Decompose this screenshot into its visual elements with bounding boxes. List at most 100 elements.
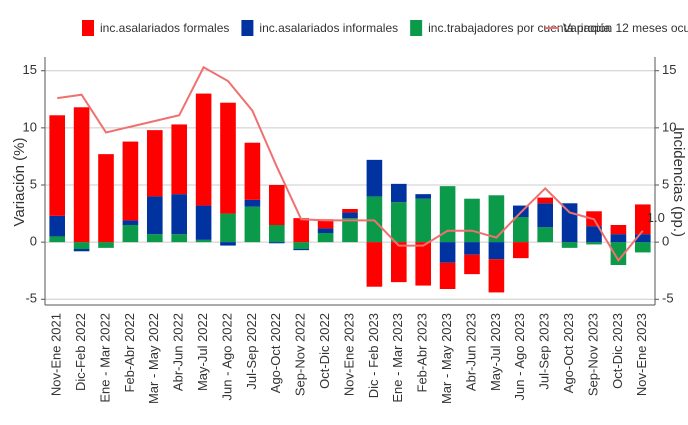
bar [390, 202, 407, 243]
bar [342, 218, 358, 243]
annotation: 1.0 [647, 210, 665, 225]
y2-tick-label: 15 [662, 62, 676, 77]
legend-label: inc.asalariados informales [259, 21, 398, 35]
x-tick-label: May-Jul 2023 [488, 313, 503, 391]
x-tick-label: Feb-Abr 2023 [415, 313, 430, 393]
bar [49, 236, 66, 243]
bar [317, 233, 334, 243]
y-tick-label: 15 [23, 62, 37, 77]
y-tick-label: -5 [25, 291, 37, 306]
bar [122, 225, 139, 243]
x-tick-label: May-Jul 2022 [195, 313, 210, 391]
bar [488, 242, 505, 260]
bar [73, 107, 90, 243]
bar [268, 185, 285, 225]
x-tick-label: Mar - May 2022 [146, 313, 161, 404]
bar [464, 254, 480, 275]
bar [49, 215, 66, 237]
y2-axis-title: Incidencias (pp.) [670, 127, 687, 237]
x-tick-label: Mar - May 2023 [439, 313, 454, 404]
bar [634, 234, 651, 243]
x-tick-label: Sep-Nov 2022 [293, 313, 308, 396]
bar [537, 197, 554, 204]
x-tick-label: Sep-Nov 2023 [585, 313, 600, 396]
bar [415, 194, 432, 199]
bar [293, 242, 310, 249]
bar [244, 142, 261, 200]
bar [488, 195, 505, 243]
bar [244, 206, 261, 243]
legend-swatch [410, 20, 423, 36]
bar [610, 225, 627, 235]
bar [488, 259, 505, 293]
y2-tick-label: 5 [662, 176, 669, 191]
bar [220, 242, 236, 246]
bar [146, 196, 163, 235]
y-axis-title: Variación (%) [11, 138, 28, 227]
x-tick-label: Ene - Mar 2022 [97, 313, 112, 403]
y2-tick-label: 10 [662, 119, 676, 134]
bar [512, 242, 529, 259]
bar [98, 242, 114, 248]
legend-label: Variación 12 meses ocupados [563, 21, 688, 35]
legend-swatch [82, 20, 94, 36]
x-tick-label: Abr-Jun 2022 [171, 313, 186, 391]
y2-tick-label: -5 [662, 291, 674, 306]
x-tick-label: Jun - Ago 2023 [512, 313, 527, 400]
bar [634, 204, 651, 235]
bar [415, 242, 432, 286]
bar [366, 242, 383, 287]
legend-label: inc.trabajadores por cuenta propia [428, 21, 610, 35]
bar [122, 220, 139, 225]
bar [561, 203, 578, 243]
bar [73, 242, 90, 249]
bar [244, 199, 261, 207]
x-tick-label: Abr-Jun 2023 [463, 313, 478, 391]
bar [610, 242, 627, 265]
bar [439, 262, 456, 289]
bar [220, 213, 236, 243]
bar [610, 234, 627, 243]
bar [98, 154, 114, 243]
bar [561, 242, 578, 248]
bar [195, 205, 212, 240]
bar [171, 194, 188, 235]
bar [390, 242, 407, 283]
bar [73, 249, 90, 252]
bar [195, 239, 212, 243]
bar [586, 226, 602, 243]
x-tick-label: Jul-Sep 2023 [537, 313, 552, 390]
bar [268, 242, 285, 244]
legend-swatch [241, 20, 254, 36]
bar [146, 130, 163, 197]
bar [366, 196, 383, 243]
bar [146, 234, 163, 243]
bar [415, 198, 432, 243]
bar [537, 227, 554, 243]
y-tick-label: 5 [30, 176, 37, 191]
x-tick-label: Oct-Dic 2022 [317, 313, 332, 389]
bar [439, 242, 456, 263]
bar [439, 186, 456, 243]
x-tick-label: Ago-Oct 2023 [561, 313, 576, 393]
y2-tick-label: 0 [662, 234, 669, 249]
bar [464, 242, 480, 255]
x-tick-label: Dic-Feb 2022 [73, 313, 88, 391]
bar [195, 93, 212, 206]
legend-label: inc.asalariados formales [100, 21, 229, 35]
bar [268, 225, 285, 243]
bar [512, 217, 529, 243]
x-tick-label: Jul-Sep 2022 [244, 313, 259, 390]
x-tick-label: Feb-Abr 2022 [122, 313, 137, 393]
bar [342, 212, 358, 219]
line [57, 65, 644, 263]
x-tick-label: Jun - Ago 2022 [219, 313, 234, 400]
bar [586, 242, 602, 245]
x-tick-label: Ago-Oct 2022 [268, 313, 283, 393]
x-tick-label: Nov-Ene 2023 [341, 313, 356, 396]
bar [317, 219, 334, 229]
y-tick-label: 10 [23, 119, 37, 134]
x-tick-label: Dic - Feb 2023 [366, 313, 381, 398]
bar [317, 228, 334, 233]
y-tick-label: 0 [30, 234, 37, 249]
